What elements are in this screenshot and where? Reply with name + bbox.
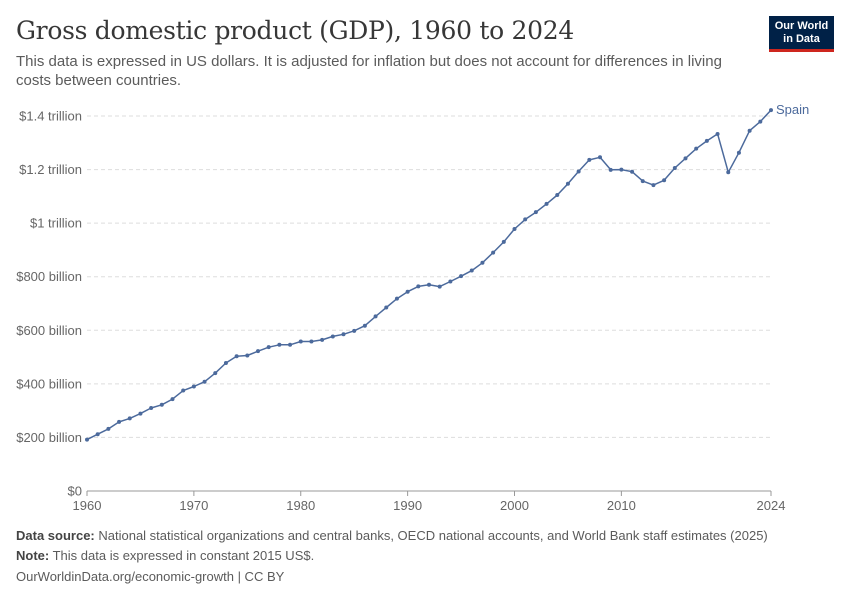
data-point (758, 119, 763, 124)
data-point (384, 305, 389, 310)
logo-line-2: in Data (783, 33, 820, 45)
x-tick-label: 1970 (179, 498, 208, 513)
y-tick-label: $400 billion (16, 376, 82, 391)
y-tick-label: $600 billion (16, 323, 82, 338)
y-tick-label: $1.4 trillion (19, 109, 82, 124)
data-point (95, 432, 100, 437)
data-point (630, 169, 635, 174)
data-point (181, 388, 186, 393)
data-point (127, 416, 132, 421)
x-tick-label: 1960 (73, 498, 102, 513)
data-point (747, 128, 752, 133)
data-point (416, 284, 421, 289)
x-tick-label: 1990 (393, 498, 422, 513)
data-point (640, 179, 645, 184)
x-tick-label: 2024 (757, 498, 786, 513)
data-point (106, 426, 111, 431)
data-point (715, 131, 720, 136)
data-point (469, 268, 474, 273)
data-point (704, 138, 709, 143)
chart-subtitle: This data is expressed in US dollars. It… (16, 53, 722, 89)
data-point (726, 170, 731, 175)
data-point (266, 345, 271, 350)
data-point (159, 402, 164, 407)
data-point (555, 193, 560, 198)
x-tick-label: 2010 (607, 498, 636, 513)
data-point (170, 397, 175, 402)
note-text: This data is expressed in constant 2015 … (52, 548, 315, 563)
y-tick-label: $0 (68, 484, 82, 499)
note-line: Note: This data is expressed in constant… (16, 548, 314, 563)
data-point (149, 405, 154, 410)
data-point (448, 279, 453, 284)
series-line-spain (86, 109, 772, 441)
data-point (373, 314, 378, 319)
y-tick-label: $200 billion (16, 430, 82, 445)
y-tick-label: $1.2 trillion (19, 162, 82, 177)
data-point (309, 339, 314, 344)
y-tick-label: $1 trillion (30, 216, 82, 231)
data-point (694, 146, 699, 151)
data-point (213, 371, 218, 376)
data-point (320, 337, 325, 342)
data-point (672, 165, 677, 170)
data-point (598, 155, 602, 160)
data-point (608, 167, 613, 172)
data-point (234, 354, 239, 359)
note-label: Note: (16, 548, 50, 563)
data-point (683, 156, 688, 161)
owid-logo[interactable]: Our World in Data (769, 16, 834, 52)
data-point (533, 210, 538, 215)
data-point (619, 167, 624, 172)
data-point (651, 183, 656, 188)
data-point (138, 411, 143, 416)
data-point (565, 181, 570, 186)
data-point (191, 384, 196, 389)
data-point (223, 360, 228, 365)
data-point (277, 342, 282, 347)
source-url[interactable]: OurWorldinData.org/economic-growth | CC … (16, 569, 285, 584)
series-label: Spain (776, 102, 809, 117)
data-point (576, 169, 581, 174)
data-point (512, 227, 517, 232)
data-point (523, 217, 528, 222)
chart-title: Gross domestic product (GDP), 1960 to 20… (16, 16, 574, 45)
data-point (662, 178, 667, 183)
data-point (769, 108, 773, 113)
data-point (352, 328, 357, 333)
data-point (362, 323, 367, 328)
data-point (480, 260, 485, 265)
data-source-line: Data source: National statistical organi… (16, 528, 768, 543)
data-point (587, 157, 592, 162)
data-point (288, 342, 293, 347)
data-point (736, 150, 741, 155)
data-point (330, 334, 335, 339)
data-point (341, 332, 346, 337)
data-point (491, 250, 496, 255)
data-point (117, 419, 122, 424)
y-tick-label: $800 billion (16, 269, 82, 284)
logo-line-1: Our World (774, 20, 829, 32)
data-point (459, 274, 464, 279)
data-point (245, 353, 250, 358)
data-point (85, 437, 89, 442)
data-point (394, 296, 399, 301)
data-point (202, 379, 207, 384)
data-point (298, 339, 303, 344)
x-tick-label: 2000 (500, 498, 529, 513)
data-point (427, 282, 431, 287)
data-point (437, 284, 442, 289)
data-source-label: Data source: (16, 528, 95, 543)
data-point (405, 289, 410, 294)
data-source-text[interactable]: National statistical organizations and c… (98, 528, 768, 543)
data-point (501, 239, 506, 244)
data-point (544, 201, 549, 206)
data-point (256, 349, 260, 354)
x-tick-label: 1980 (286, 498, 315, 513)
